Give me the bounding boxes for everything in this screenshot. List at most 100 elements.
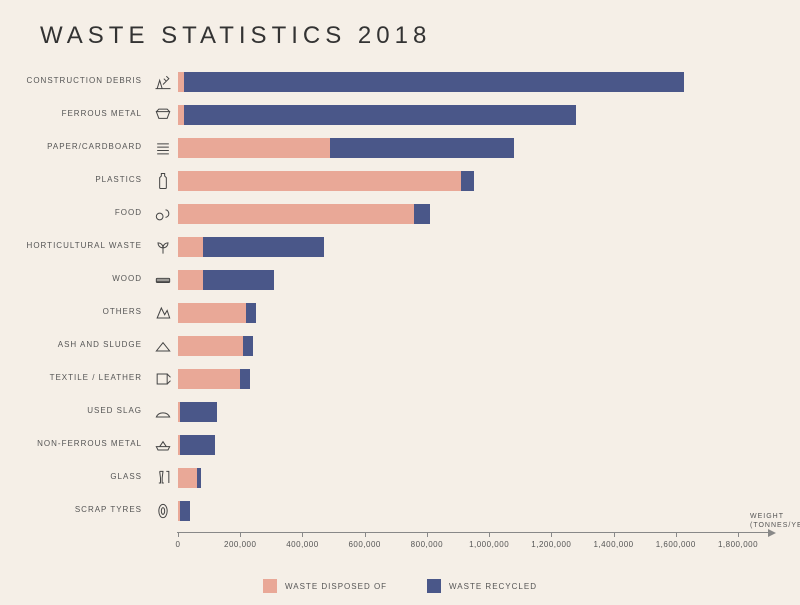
wood-icon [148,270,178,290]
category-label: FOOD [0,209,148,218]
chart-title: WASTE STATISTICS 2018 [40,22,431,50]
axis-tick [240,532,241,537]
axis-tick [178,532,179,537]
ash-icon [148,336,178,356]
category-label: GLASS [0,473,148,482]
bar-segment-disposed [178,237,203,257]
legend: WASTE DISPOSED OF WASTE RECYCLED [0,579,800,593]
bar-segment-recycled [240,369,249,389]
bar-track [178,336,800,356]
axis-tick-label: 800,000 [411,540,443,549]
slag-icon [148,402,178,422]
category-label: TEXTILE / LEATHER [0,374,148,383]
axis-tick-label: 600,000 [348,540,380,549]
bar-track [178,270,800,290]
bar-segment-recycled [243,336,252,356]
legend-item-disposed: WASTE DISPOSED OF [263,579,387,593]
axis-tick-label: 400,000 [286,540,318,549]
axis-tick [676,532,677,537]
bar-track [178,303,800,323]
axis-tick [365,532,366,537]
bar-segment-disposed [178,336,243,356]
waste-bar-chart: CONSTRUCTION DEBRIS FERROUS METAL PAPER/CA… [0,65,800,527]
axis-tick [738,532,739,537]
chart-row: PAPER/CARDBOARD [0,131,800,164]
bar-segment-disposed [178,204,414,224]
bar-segment-recycled [197,468,202,488]
axis-tick-label: 1,800,000 [718,540,758,549]
legend-label-disposed: WASTE DISPOSED OF [285,582,387,591]
bar-segment-disposed [178,468,197,488]
chart-row: WOOD [0,263,800,296]
bar-segment-recycled [180,402,217,422]
bar-segment-disposed [178,303,246,323]
axis-tick-label: 1,400,000 [594,540,634,549]
bar-track [178,501,800,521]
bar-segment-recycled [203,270,275,290]
bar-segment-recycled [184,72,683,92]
paper-icon [148,138,178,158]
category-label: WOOD [0,275,148,284]
category-label: NON-FERROUS METAL [0,440,148,449]
horticultural-icon [148,237,178,257]
glass-icon [148,468,178,488]
category-label: CONSTRUCTION DEBRIS [0,77,148,86]
category-label: PLASTICS [0,176,148,185]
food-icon [148,204,178,224]
others-icon [148,303,178,323]
bar-segment-recycled [461,171,473,191]
bar-track [178,105,800,125]
axis-tick-label: 1,000,000 [469,540,509,549]
category-label: HORTICULTURAL WASTE [0,242,148,251]
textile-icon [148,369,178,389]
bar-track [178,237,800,257]
bar-track [178,138,800,158]
axis-tick-label: 1,200,000 [531,540,571,549]
chart-row: FERROUS METAL [0,98,800,131]
ferrous-icon [148,105,178,125]
axis-tick [427,532,428,537]
category-label: OTHERS [0,308,148,317]
chart-row: CONSTRUCTION DEBRIS [0,65,800,98]
axis-title: WEIGHT(TONNES/YEAR) [750,512,800,530]
bar-track [178,468,800,488]
legend-item-recycled: WASTE RECYCLED [427,579,537,593]
axis-line [177,532,769,533]
bar-track [178,72,800,92]
bar-segment-disposed [178,270,203,290]
bar-segment-recycled [180,435,216,455]
nonferrous-icon [148,435,178,455]
category-label: PAPER/CARDBOARD [0,143,148,152]
axis-tick [551,532,552,537]
chart-row: OTHERS [0,296,800,329]
bar-track [178,204,800,224]
bar-segment-recycled [203,237,324,257]
category-label: FERROUS METAL [0,110,148,119]
bar-segment-recycled [414,204,430,224]
bar-track [178,171,800,191]
plastics-icon [148,171,178,191]
category-label: ASH AND SLUDGE [0,341,148,350]
chart-row: GLASS [0,461,800,494]
axis-tick [489,532,490,537]
chart-row: TEXTILE / LEATHER [0,362,800,395]
bar-segment-recycled [184,105,576,125]
axis-tick-label: 1,600,000 [656,540,696,549]
construction-icon [148,72,178,92]
tyres-icon [148,501,178,521]
legend-swatch-recycled [427,579,441,593]
chart-row: FOOD [0,197,800,230]
chart-row: HORTICULTURAL WASTE [0,230,800,263]
bar-segment-disposed [178,369,240,389]
bar-segment-disposed [178,171,461,191]
axis-tick [302,532,303,537]
legend-swatch-disposed [263,579,277,593]
axis-tick [614,532,615,537]
category-label: USED SLAG [0,407,148,416]
bar-segment-recycled [246,303,255,323]
axis-tick-label: 0 [176,540,181,549]
bar-track [178,369,800,389]
axis-tick-label: 200,000 [224,540,256,549]
chart-row: NON-FERROUS METAL [0,428,800,461]
chart-row: PLASTICS [0,164,800,197]
